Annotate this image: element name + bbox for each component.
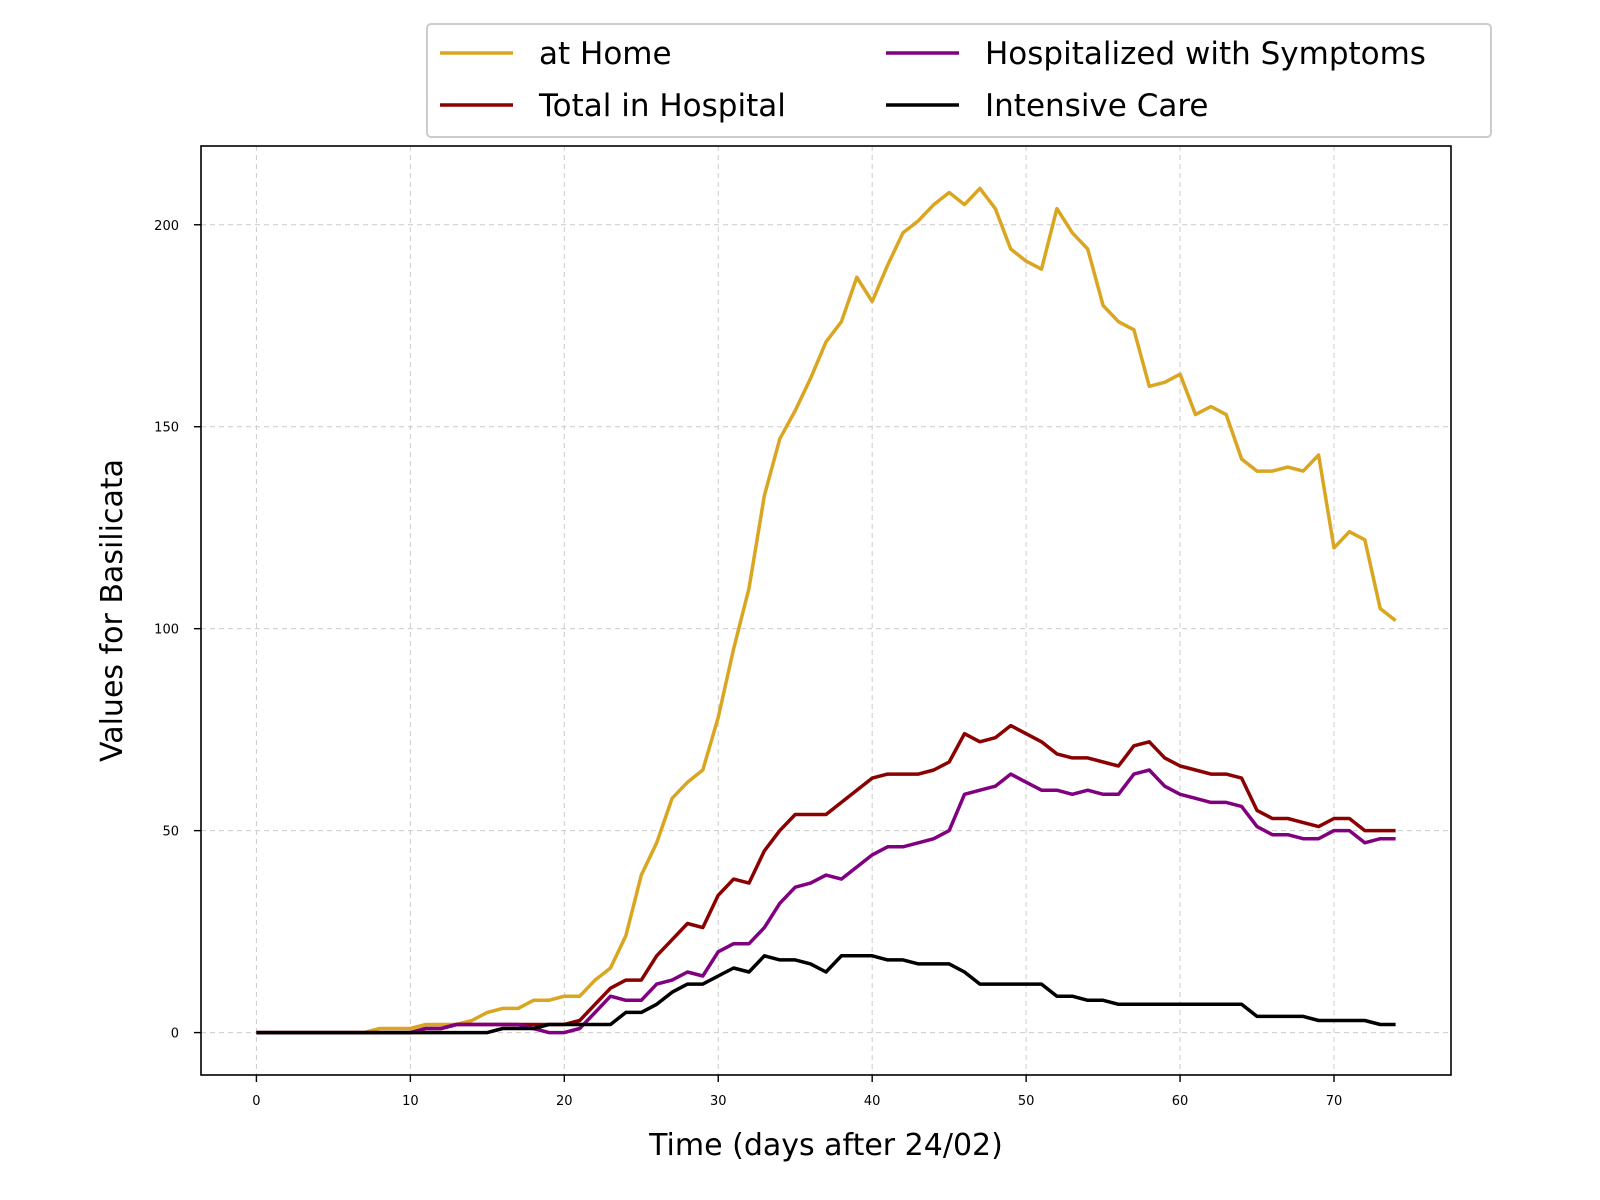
y-tick-label: 150 — [154, 421, 179, 436]
plot-area-frame — [200, 145, 1452, 1076]
series-lines — [256, 186, 1397, 1035]
y-axis-ticks: 0 50 100 150 200 — [154, 219, 201, 1042]
series-line-total-in-hospital — [256, 723, 1396, 1035]
legend: at Home Total in Hospital Hospitalized wit… — [426, 23, 1492, 138]
legend-label-at-home: at Home — [539, 36, 672, 72]
series-line-at-home — [256, 186, 1397, 1035]
x-tick-label: 60 — [1172, 1094, 1189, 1109]
grid-lines — [201, 146, 1451, 1075]
legend-box — [426, 23, 1492, 138]
x-axis-label: Time (days after 24/02) — [648, 1128, 1003, 1163]
y-tick-label: 100 — [154, 623, 179, 638]
x-tick-label: 30 — [710, 1094, 727, 1109]
x-tick-label: 20 — [556, 1094, 573, 1109]
series-line-hospitalized-with-symptoms — [256, 768, 1396, 1035]
x-tick-label: 70 — [1326, 1094, 1343, 1109]
x-tick-label: 10 — [402, 1094, 419, 1109]
x-tick-label: 0 — [252, 1094, 260, 1109]
y-tick-label: 0 — [171, 1027, 179, 1042]
x-axis-ticks: 0 10 20 30 40 50 60 70 — [252, 1075, 1342, 1109]
legend-label-intensive-care: Intensive Care — [985, 88, 1208, 124]
y-tick-label: 200 — [154, 219, 179, 234]
x-tick-label: 40 — [864, 1094, 881, 1109]
y-axis-label: Values for Basilicata — [95, 459, 130, 762]
y-tick-label: 50 — [162, 825, 179, 840]
legend-label-hospitalized-with-symptoms: Hospitalized with Symptoms — [985, 36, 1426, 72]
x-tick-label: 50 — [1018, 1094, 1035, 1109]
legend-items: at Home Total in Hospital Hospitalized wit… — [440, 36, 1426, 124]
legend-label-total-in-hospital: Total in Hospital — [538, 88, 786, 124]
series-line-intensive-care — [256, 954, 1396, 1035]
